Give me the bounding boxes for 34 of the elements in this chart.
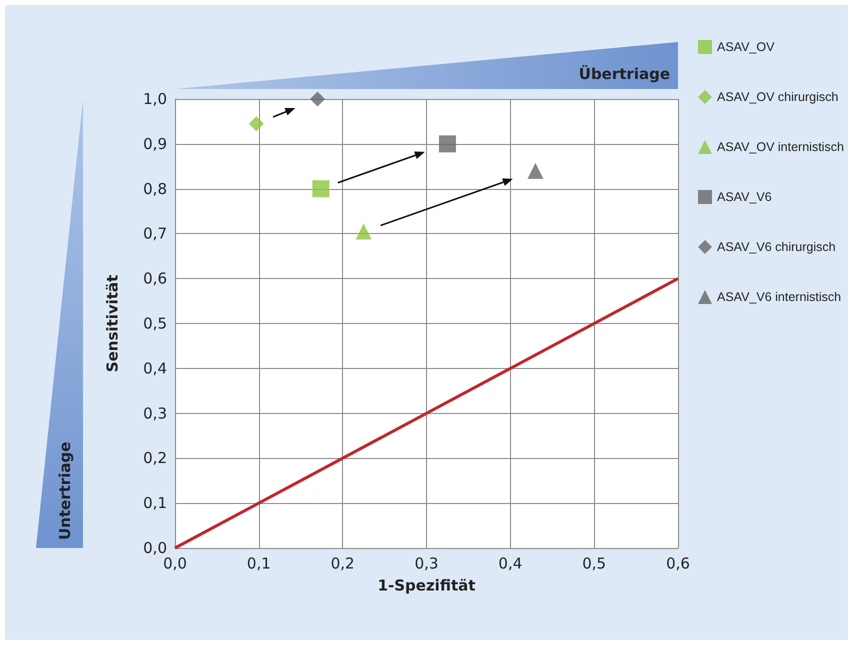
x-tick-label: 0,6 [666,554,690,572]
point [310,92,326,106]
x-tick-label: 0,3 [414,554,438,572]
point [248,116,264,132]
legend-label: ASAV_OV [717,40,776,54]
y-axis-title: Sensitivität [104,274,122,372]
y-tick-label: 0,3 [143,404,167,422]
point [312,180,330,198]
text: Untertriage [56,442,74,540]
y-tick-label: 0,2 [143,449,167,468]
text: Übertriage [578,65,670,83]
x-tick-label: 0,4 [498,554,522,572]
legend-label: ASAV_V6 internistisch [717,290,842,304]
y-tick-label: 0,7 [143,224,167,243]
x-tick-label: 0,0 [163,554,187,572]
legend-label: ASAV_OV chirurgisch [717,90,838,104]
y-tick-label: 0,8 [143,180,167,198]
x-tick-label: 0,2 [330,554,355,572]
y-tick-label: 0,9 [143,134,167,153]
legend-label: ASAV_OV internistisch [717,140,844,154]
y-tick-label: 0,6 [143,270,167,288]
x-tick-label: 0,1 [246,554,271,572]
y-tick-label: 0,5 [143,314,167,332]
y-tick-label: 0,4 [143,359,167,378]
point [527,162,544,179]
point [356,223,372,240]
y-tick-label: 0,0 [143,539,167,557]
y-tick-label: 1,0 [143,90,167,108]
x-axis-title: 1-Spezifität [378,576,476,594]
y-tick-label: 0,1 [143,494,167,512]
legend-label: ASAV_V6 chirurgisch [717,240,836,254]
x-tick-label: 0,5 [582,554,606,572]
point [438,135,456,152]
legend-label: ASAV_V6 [717,190,772,204]
